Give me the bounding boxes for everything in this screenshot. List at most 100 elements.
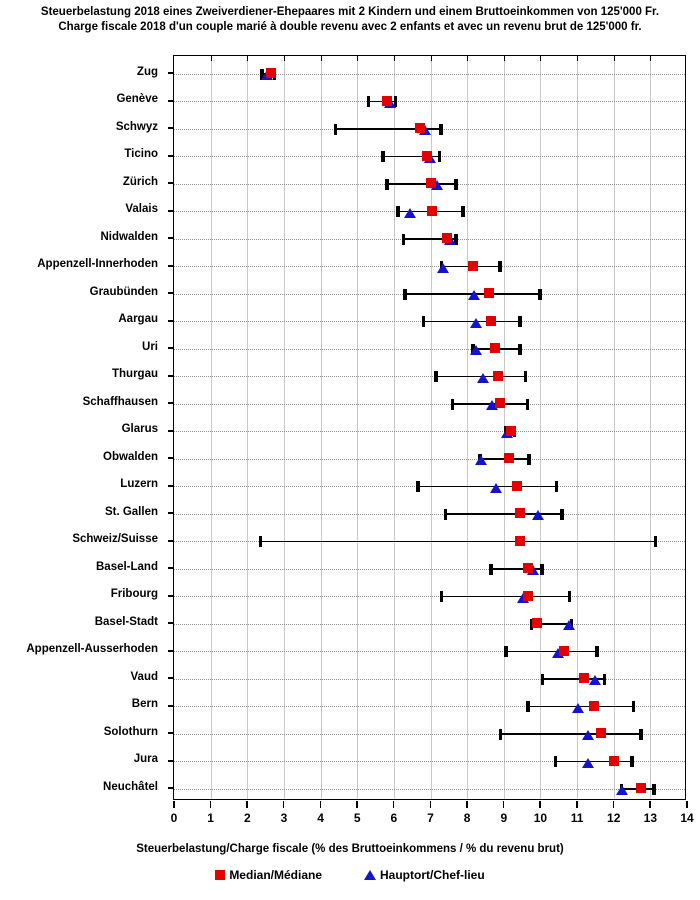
range-cap-min — [401, 233, 406, 245]
capital-marker — [475, 455, 488, 465]
y-tick — [168, 127, 173, 129]
capital-marker — [436, 262, 449, 273]
capital-marker — [572, 702, 585, 713]
range-bar — [490, 568, 543, 570]
y-tick — [168, 402, 173, 404]
canton-label: Appenzell-Innerhoden — [37, 258, 158, 270]
top-tick — [357, 56, 359, 61]
row-dotted-line — [174, 431, 685, 432]
median-marker — [441, 233, 452, 243]
range-cap-min — [396, 206, 400, 217]
top-tick — [393, 56, 395, 61]
x-tick-label: 14 — [680, 811, 694, 825]
canton-label: Schwyz — [115, 120, 158, 133]
median-marker — [495, 398, 506, 408]
top-tick — [613, 56, 615, 61]
x-tick — [356, 801, 358, 808]
range-cap-min — [489, 563, 493, 575]
canton-label: Genève — [116, 93, 158, 105]
y-tick — [168, 594, 173, 597]
grid-line — [320, 56, 322, 799]
range-cap-max — [631, 701, 636, 712]
median-marker — [595, 728, 606, 738]
canton-label: Luzern — [120, 478, 158, 490]
range-cap-max — [439, 123, 443, 135]
range-cap-max — [525, 398, 530, 410]
row-dotted-line — [174, 788, 685, 790]
range-bar — [542, 678, 605, 680]
x-tick — [576, 801, 578, 808]
row-dotted-line — [174, 733, 685, 735]
median-marker — [489, 343, 500, 353]
capital-marker — [581, 730, 594, 740]
canton-label: Bern — [131, 698, 158, 710]
x-tick-label: 2 — [243, 811, 251, 825]
x-tick — [173, 801, 175, 808]
canton-label: Zürich — [122, 175, 158, 188]
capital-marker — [616, 785, 629, 795]
top-tick — [247, 56, 249, 61]
x-tick-label: 12 — [607, 811, 621, 825]
range-cap-min — [498, 728, 503, 740]
top-tick — [467, 56, 469, 61]
capital-marker — [403, 207, 416, 218]
y-tick — [168, 264, 173, 267]
row-dotted-line — [174, 623, 685, 625]
median-marker — [588, 700, 599, 711]
y-tick — [168, 72, 173, 74]
grid-line — [210, 56, 212, 799]
capital-marker — [469, 317, 482, 328]
row-dotted-line — [174, 761, 685, 762]
median-marker — [266, 68, 277, 78]
median-marker — [522, 590, 533, 601]
y-tick — [168, 292, 173, 294]
range-cap-min — [529, 618, 534, 630]
y-tick — [168, 347, 173, 349]
range-cap-max — [527, 453, 531, 465]
grid-line — [467, 56, 469, 799]
capital-marker — [486, 400, 499, 410]
capital-marker — [552, 647, 565, 658]
range-cap-min — [421, 316, 426, 327]
range-bar — [417, 485, 557, 488]
canton-label: Graubünden — [89, 285, 158, 298]
top-tick — [540, 56, 542, 61]
median-marker — [531, 618, 542, 628]
range-bar — [531, 623, 572, 625]
range-bar — [500, 733, 642, 735]
y-tick — [168, 429, 173, 432]
y-tick — [168, 237, 173, 239]
range-cap-min — [366, 96, 371, 107]
capital-marker — [431, 180, 444, 190]
y-tick — [168, 99, 173, 102]
range-cap-max — [602, 673, 607, 685]
x-axis: 0 1 2 3 4 5 6 7 8 9 10 11 12 13 14 — [170, 800, 694, 840]
grid-line — [283, 56, 285, 799]
range-cap-min — [416, 481, 420, 492]
capital-marker — [469, 345, 482, 355]
range-cap-max — [437, 151, 442, 162]
range-cap-min — [450, 398, 455, 410]
y-tick — [168, 512, 173, 514]
canton-label: Appenzell-Ausserhoden — [26, 643, 158, 655]
canton-label: Neuchâtel — [103, 780, 158, 793]
x-tick — [319, 801, 322, 808]
range-cap-max — [567, 591, 572, 602]
capital-marker — [532, 510, 545, 520]
range-cap-max — [652, 783, 656, 795]
capital-marker — [489, 482, 502, 493]
row-dotted-line — [174, 348, 685, 350]
x-tick-label: 0 — [170, 811, 178, 825]
y-tick — [168, 374, 173, 377]
range-cap-max — [630, 756, 634, 767]
median-marker — [511, 480, 522, 491]
x-tick-label: 5 — [353, 811, 361, 825]
range-cap-min — [443, 508, 448, 520]
top-tick — [283, 56, 285, 61]
median-marker — [522, 563, 533, 573]
grid-line — [430, 56, 432, 799]
grid-line — [357, 56, 359, 799]
row-dotted-line — [174, 101, 685, 102]
median-marker — [427, 205, 438, 216]
top-tick — [210, 56, 212, 61]
